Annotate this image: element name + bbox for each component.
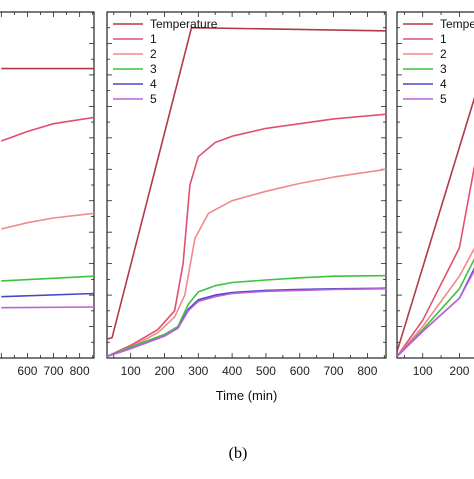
x-axis-title: Time (min) [216, 388, 278, 403]
legend-label: 5 [150, 92, 157, 106]
x-tick-label: 500 [256, 364, 276, 378]
series-line-1 [397, 164, 474, 357]
x-tick-label: 400 [222, 364, 242, 378]
series-line-5 [107, 288, 386, 358]
x-tick-label: 700 [324, 364, 344, 378]
series-group [107, 26, 386, 358]
x-tick-label: 300 [188, 364, 208, 378]
series-group [397, 96, 474, 357]
legend-label: 1 [150, 32, 157, 46]
series-line-3 [107, 274, 386, 358]
plot-frame [106, 11, 387, 359]
legend-label: Temperature [150, 17, 218, 31]
series-line-1 [1, 116, 94, 142]
x-tick-label: 100 [121, 364, 141, 378]
series-line-2 [107, 168, 386, 358]
legend-label: 2 [150, 47, 157, 61]
x-tick-label: 200 [449, 364, 469, 378]
series-line-4 [1, 292, 94, 298]
series-line-temperature [397, 96, 474, 352]
series-line-2 [1, 212, 94, 230]
series-line-2 [397, 247, 474, 357]
legend-label: 3 [150, 62, 157, 76]
x-tick-label: 200 [154, 364, 174, 378]
legend-label: 3 [440, 62, 447, 76]
x-tick-label: 800 [357, 364, 377, 378]
series-line-5 [397, 269, 474, 357]
x-tick-label: 800 [70, 364, 90, 378]
series-line-temperature [107, 26, 386, 340]
legend-label: 4 [150, 77, 157, 91]
legend-label: 4 [440, 77, 447, 91]
legend-label: Temperature [440, 17, 474, 31]
series-line-4 [107, 287, 386, 358]
x-tick-label: 600 [17, 364, 37, 378]
series-group [1, 67, 94, 309]
x-tick-label: 700 [44, 364, 64, 378]
series-line-3 [1, 275, 94, 282]
series-line-5 [1, 306, 94, 309]
series-line-1 [107, 113, 386, 358]
legend-label: 2 [440, 47, 447, 61]
x-tick-label: 100 [413, 364, 433, 378]
legend-label: 5 [440, 92, 447, 106]
figure-caption: (b) [229, 445, 248, 462]
chart-panel-left: 600 700 800 [0, 11, 95, 378]
chart-panel-middle: 100 200 300 400 500 600 700 800 Temperature12345… [106, 11, 387, 403]
legend-label: 1 [440, 32, 447, 46]
plot-frame [0, 11, 95, 359]
plot-frame [396, 11, 474, 359]
x-tick-label: 600 [290, 364, 310, 378]
